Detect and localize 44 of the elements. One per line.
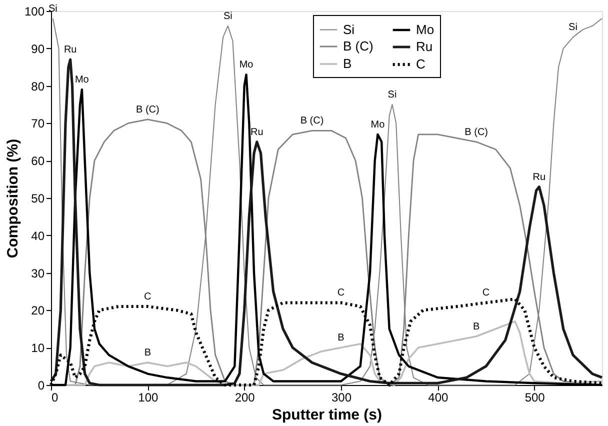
annotation: Ru xyxy=(532,172,546,183)
annotation: B xyxy=(338,332,345,344)
x-tick-label: 200 xyxy=(234,390,256,404)
y-tick-label: 90 xyxy=(31,42,45,56)
annotation: C xyxy=(482,288,490,299)
y-tick-label: 80 xyxy=(31,79,45,94)
annotation: B (C) xyxy=(464,126,488,138)
annotation: C xyxy=(144,291,152,302)
y-tick-label: 100 xyxy=(24,4,45,18)
legend-label: Ru xyxy=(416,39,433,54)
x-tick-label: 300 xyxy=(331,390,352,404)
annotation: B xyxy=(472,321,480,332)
y-tick-label: 70 xyxy=(31,116,45,131)
y-tick-label: 30 xyxy=(31,266,45,280)
y-tick-label: 40 xyxy=(31,228,45,243)
annotation: Ru xyxy=(64,44,77,56)
annotation: Si xyxy=(48,3,58,14)
annotation: Mo xyxy=(74,74,90,86)
annotation: Si xyxy=(388,90,397,100)
annotation: Mo xyxy=(370,119,386,130)
legend-label: Si xyxy=(343,22,355,37)
annotation: Si xyxy=(223,10,232,22)
annotation: C xyxy=(337,288,345,299)
y-axis-title: Composition (%) xyxy=(4,138,22,258)
legend-label: B xyxy=(343,56,352,71)
x-tick-label: 400 xyxy=(428,390,448,404)
legend-label: C xyxy=(416,56,426,72)
x-axis-title: Sputter time (s) xyxy=(272,406,382,424)
annotation: B (C) xyxy=(136,104,160,116)
annotation: Mo xyxy=(239,60,254,71)
legend-label: Mo xyxy=(416,22,434,37)
annotation: B xyxy=(144,348,152,359)
y-tick-label: 0 xyxy=(38,378,45,392)
annotation: B (C) xyxy=(300,116,324,127)
x-tick-label: 100 xyxy=(138,390,158,404)
annotation: Ru xyxy=(250,126,264,138)
y-tick-label: 50 xyxy=(31,192,45,206)
y-tick-label: 20 xyxy=(31,304,45,318)
y-tick-label: 60 xyxy=(31,154,45,168)
legend-label: B (C) xyxy=(343,38,374,54)
x-tick-label: 0 xyxy=(52,390,58,404)
y-tick-label: 10 xyxy=(31,341,45,356)
annotation: Si xyxy=(568,22,578,34)
x-tick-label: 500 xyxy=(524,390,546,404)
